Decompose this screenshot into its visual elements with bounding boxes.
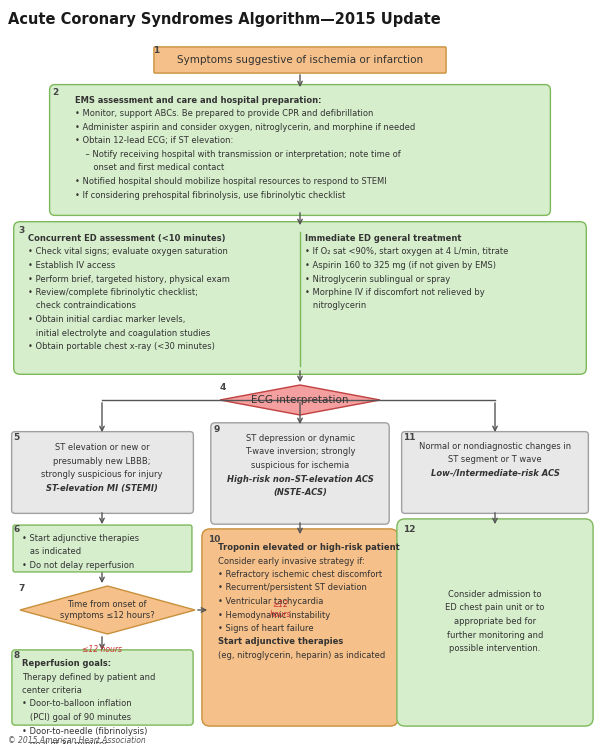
Text: • Start adjunctive therapies: • Start adjunctive therapies [22, 534, 139, 543]
Text: 7: 7 [18, 584, 25, 593]
Text: 11: 11 [403, 433, 415, 442]
Text: • If considering prehospital fibrinolysis, use fibrinolytic checklist: • If considering prehospital fibrinolysi… [75, 190, 346, 199]
Text: ≥12
hours: ≥12 hours [269, 600, 291, 620]
Text: ST-elevation MI (STEMI): ST-elevation MI (STEMI) [46, 484, 158, 493]
FancyBboxPatch shape [211, 423, 389, 525]
Text: • Door-to-balloon inflation: • Door-to-balloon inflation [22, 699, 131, 708]
FancyBboxPatch shape [397, 519, 593, 726]
Text: High-risk non–ST-elevation ACS: High-risk non–ST-elevation ACS [227, 475, 373, 484]
Text: • Aspirin 160 to 325 mg (if not given by EMS): • Aspirin 160 to 325 mg (if not given by… [305, 261, 496, 270]
Text: 2: 2 [52, 88, 58, 97]
Polygon shape [20, 586, 195, 634]
FancyBboxPatch shape [50, 85, 550, 216]
Text: • Establish IV access: • Establish IV access [28, 261, 115, 270]
Text: • Check vital signs; evaluate oxygen saturation: • Check vital signs; evaluate oxygen sat… [28, 248, 228, 257]
Text: • Recurrent/persistent ST deviation: • Recurrent/persistent ST deviation [218, 583, 367, 592]
Text: T-wave inversion; strongly: T-wave inversion; strongly [245, 447, 355, 457]
Text: ≤12 hours: ≤12 hours [82, 645, 122, 654]
Text: • Hemodynamic instability: • Hemodynamic instability [218, 611, 330, 620]
Text: Concurrent ED assessment (<10 minutes): Concurrent ED assessment (<10 minutes) [28, 234, 226, 243]
FancyBboxPatch shape [12, 650, 193, 725]
Text: • Door-to-needle (fibrinolysis): • Door-to-needle (fibrinolysis) [22, 726, 148, 736]
Text: Normal or nondiagnostic changes in: Normal or nondiagnostic changes in [419, 442, 571, 451]
FancyBboxPatch shape [154, 47, 446, 73]
Text: 5: 5 [13, 433, 19, 442]
Text: • Refractory ischemic chest discomfort: • Refractory ischemic chest discomfort [218, 570, 382, 579]
Text: Symptoms suggestive of ischemia or infarction: Symptoms suggestive of ischemia or infar… [177, 55, 423, 65]
Text: • Morphine IV if discomfort not relieved by: • Morphine IV if discomfort not relieved… [305, 288, 485, 297]
Text: • Ventricular tachycardia: • Ventricular tachycardia [218, 597, 323, 606]
Text: • Perform brief, targeted history, physical exam: • Perform brief, targeted history, physi… [28, 275, 230, 283]
FancyBboxPatch shape [14, 222, 586, 374]
Text: 12: 12 [403, 525, 415, 534]
Text: presumably new LBBB;: presumably new LBBB; [53, 457, 151, 466]
Text: further monitoring and: further monitoring and [447, 630, 543, 640]
Text: Therapy defined by patient and: Therapy defined by patient and [22, 673, 155, 682]
Text: EMS assessment and care and hospital preparation:: EMS assessment and care and hospital pre… [75, 96, 322, 105]
Text: ST segment or T wave: ST segment or T wave [448, 455, 542, 464]
Polygon shape [220, 385, 380, 415]
FancyBboxPatch shape [13, 525, 192, 572]
Text: • Notified hospital should mobilize hospital resources to respond to STEMI: • Notified hospital should mobilize hosp… [75, 177, 387, 186]
Text: 3: 3 [18, 226, 24, 235]
Text: 10: 10 [208, 535, 220, 544]
FancyBboxPatch shape [11, 432, 193, 513]
Text: center criteria: center criteria [22, 686, 82, 695]
Text: 6: 6 [13, 525, 19, 534]
FancyBboxPatch shape [401, 432, 589, 513]
Text: 1: 1 [153, 46, 159, 55]
Text: initial electrolyte and coagulation studies: initial electrolyte and coagulation stud… [28, 329, 210, 338]
Text: ECG interpretation: ECG interpretation [251, 395, 349, 405]
Text: (NSTE-ACS): (NSTE-ACS) [273, 488, 327, 497]
Text: possible intervention.: possible intervention. [449, 644, 541, 653]
Text: • Obtain portable chest x-ray (<30 minutes): • Obtain portable chest x-ray (<30 minut… [28, 342, 215, 351]
Text: 4: 4 [220, 383, 226, 392]
Text: Acute Coronary Syndromes Algorithm—2015 Update: Acute Coronary Syndromes Algorithm—2015 … [8, 12, 441, 27]
Text: • Review/complete fibrinolytic checklist;: • Review/complete fibrinolytic checklist… [28, 288, 198, 297]
Text: ST depression or dynamic: ST depression or dynamic [245, 434, 355, 443]
Text: • Do not delay reperfusion: • Do not delay reperfusion [22, 561, 134, 570]
Text: Consider admission to: Consider admission to [448, 590, 542, 599]
Text: ED chest pain unit or to: ED chest pain unit or to [445, 603, 545, 612]
Text: • If O₂ sat <90%, start oxygen at 4 L/min, titrate: • If O₂ sat <90%, start oxygen at 4 L/mi… [305, 248, 508, 257]
Text: (PCI) goal of 90 minutes: (PCI) goal of 90 minutes [22, 713, 131, 722]
Text: nitroglycerin: nitroglycerin [305, 301, 366, 310]
Text: – Notify receiving hospital with transmission or interpretation; note time of: – Notify receiving hospital with transmi… [75, 150, 401, 159]
Text: strongly suspicious for injury: strongly suspicious for injury [41, 470, 163, 479]
Text: • Nitroglycerin sublingual or spray: • Nitroglycerin sublingual or spray [305, 275, 450, 283]
Text: ST elevation or new or: ST elevation or new or [55, 443, 149, 452]
Text: Low-/Intermediate-risk ACS: Low-/Intermediate-risk ACS [431, 469, 559, 478]
Text: (eg, nitroglycerin, heparin) as indicated: (eg, nitroglycerin, heparin) as indicate… [218, 651, 385, 660]
FancyBboxPatch shape [202, 529, 398, 726]
Text: Time from onset of
symptoms ≤12 hours?: Time from onset of symptoms ≤12 hours? [59, 600, 154, 620]
Text: Immediate ED general treatment: Immediate ED general treatment [305, 234, 461, 243]
Text: • Administer aspirin and consider oxygen, nitroglycerin, and morphine if needed: • Administer aspirin and consider oxygen… [75, 123, 415, 132]
Text: appropriate bed for: appropriate bed for [454, 617, 536, 626]
Text: • Monitor, support ABCs. Be prepared to provide CPR and defibrillation: • Monitor, support ABCs. Be prepared to … [75, 109, 373, 118]
Text: 8: 8 [13, 651, 19, 660]
Text: check contraindications: check contraindications [28, 301, 136, 310]
Text: Troponin elevated or high-risk patient: Troponin elevated or high-risk patient [218, 543, 400, 552]
Text: • Obtain initial cardiac marker levels,: • Obtain initial cardiac marker levels, [28, 315, 185, 324]
Text: Start adjunctive therapies: Start adjunctive therapies [218, 638, 343, 647]
Text: Consider early invasive strategy if:: Consider early invasive strategy if: [218, 557, 365, 565]
Text: • Signs of heart failure: • Signs of heart failure [218, 624, 314, 633]
Text: onset and first medical contact: onset and first medical contact [75, 164, 224, 173]
Text: © 2015 American Heart Association: © 2015 American Heart Association [8, 736, 146, 744]
Text: Reperfusion goals:: Reperfusion goals: [22, 659, 111, 668]
Text: • Obtain 12-lead ECG; if ST elevation:: • Obtain 12-lead ECG; if ST elevation: [75, 136, 233, 146]
Text: as indicated: as indicated [22, 548, 81, 557]
Text: goal of 30 minutes: goal of 30 minutes [22, 740, 109, 744]
Text: 9: 9 [213, 425, 220, 434]
Text: suspicious for ischemia: suspicious for ischemia [251, 461, 349, 470]
